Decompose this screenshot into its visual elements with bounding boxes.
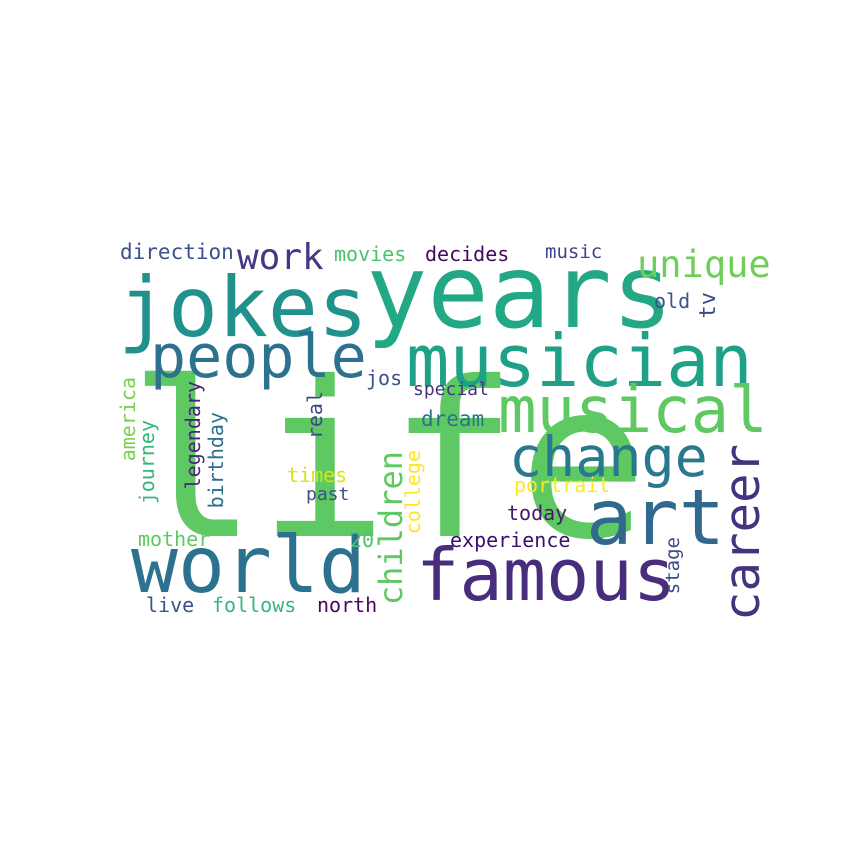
word-jos: jos — [366, 366, 403, 390]
word-direction: direction — [120, 240, 234, 264]
word-dream: dream — [421, 407, 485, 431]
word-years: years — [366, 233, 674, 352]
word-special: special — [413, 379, 489, 400]
word-portrait: portrait — [514, 473, 611, 497]
word-movies: movies — [334, 242, 407, 266]
word-tv: tv — [696, 292, 721, 319]
word-musical: musical — [498, 374, 768, 448]
word-stage: stage — [662, 537, 684, 595]
word-today: today — [507, 501, 568, 525]
word-life: life — [128, 336, 649, 587]
word-times: times — [287, 463, 348, 487]
word-journey: journey — [135, 420, 159, 505]
word-people: people — [150, 322, 367, 392]
word-20: 20 — [350, 528, 375, 552]
word-art: art — [586, 474, 726, 563]
word-old: old — [654, 289, 691, 313]
word-follows: follows — [212, 593, 297, 617]
word-mother: mother — [138, 527, 211, 551]
word-legendary: legendary — [181, 381, 205, 490]
word-birthday: birthday — [204, 412, 228, 509]
word-college: college — [401, 450, 425, 535]
word-jokes: jokes — [118, 259, 368, 356]
word-career: career — [714, 444, 771, 622]
word-decides: decides — [425, 242, 510, 266]
word-past: past — [306, 484, 350, 505]
word-experience: experience — [450, 528, 571, 552]
word-real: real — [303, 391, 327, 440]
word-change: change — [509, 425, 708, 489]
word-unique: unique — [637, 243, 771, 286]
word-famous: famous — [416, 533, 677, 617]
word-work: work — [237, 237, 324, 278]
word-world: world — [131, 521, 366, 611]
word-live: live — [146, 593, 195, 617]
word-musician: musician — [406, 319, 753, 403]
word-north: north — [317, 593, 378, 617]
word-music: music — [545, 241, 603, 263]
